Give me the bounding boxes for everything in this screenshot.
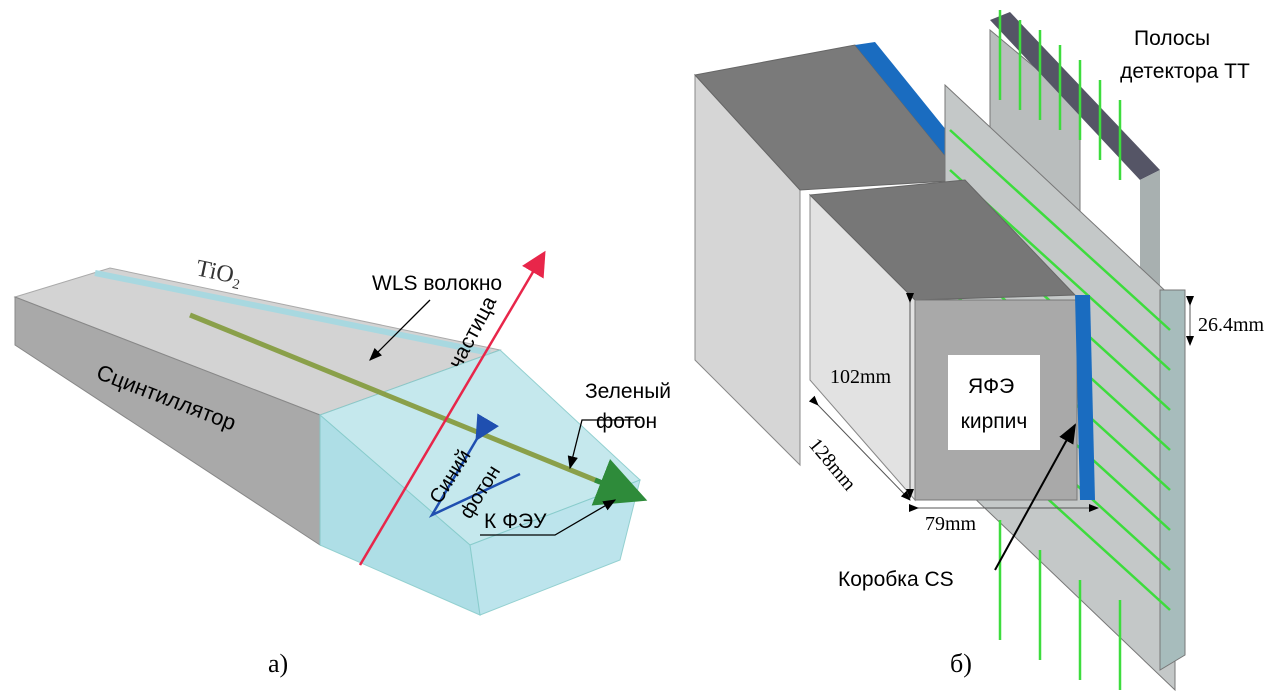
pmt-label: К ФЭУ <box>484 510 547 533</box>
tio2-label: TiO₂ <box>194 255 245 290</box>
cs-pointer <box>994 423 1076 571</box>
green-arrow <box>591 459 648 506</box>
width-label: 79mm <box>925 513 977 535</box>
tt-plane-back-top <box>990 12 1160 180</box>
fiber-label: WLS волокно <box>372 272 502 295</box>
caption-a: а) <box>268 649 288 678</box>
text-line: Полосы <box>1134 27 1210 50</box>
depth-dim <box>808 395 911 501</box>
brick-label-box <box>948 355 1040 450</box>
red-particle <box>358 250 546 566</box>
text-line: ЯФЭ <box>968 375 1014 398</box>
transparent-end <box>469 479 641 616</box>
pmt-pointer <box>480 499 617 536</box>
green-pointer <box>567 419 640 470</box>
text-line: Зеленый <box>585 380 671 403</box>
text-line: кирпич <box>961 410 1028 433</box>
strip-width-label: 26.4mm <box>1198 314 1265 336</box>
tt-plane-back-right <box>1140 170 1160 300</box>
tt-strips-label: Полосы детектора ТТ <box>1120 27 1250 83</box>
tt-plane-front-edge <box>1159 289 1186 671</box>
depth-label: 128mm <box>804 434 860 495</box>
front-block-face <box>914 299 1078 501</box>
blue-photon <box>428 413 521 518</box>
text-line: детектора ТТ <box>1120 60 1250 83</box>
brick-label: ЯФЭ кирпич <box>961 375 1028 433</box>
green-photon-label: Зеленый фотон <box>585 380 677 433</box>
wls-fiber <box>189 312 601 485</box>
groove <box>94 270 491 356</box>
cs-box <box>1075 295 1095 500</box>
height-label: 102mm <box>830 366 892 388</box>
fiber-pointer <box>369 299 431 361</box>
text-line: фотон <box>596 410 657 433</box>
panel-a: TiO₂ WLS волокно частица Зеленый фотон С… <box>13 250 677 678</box>
cs-box-label: Коробка CS <box>838 568 954 591</box>
caption-b: б) <box>950 649 972 678</box>
panel-b: ЯФЭ кирпич 102mm 128mm 79mm 26.4mm Полос… <box>694 10 1265 692</box>
